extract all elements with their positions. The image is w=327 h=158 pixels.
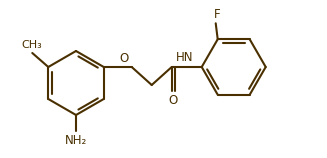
Text: O: O — [169, 94, 178, 107]
Text: NH₂: NH₂ — [65, 134, 87, 147]
Text: HN: HN — [176, 51, 194, 64]
Text: CH₃: CH₃ — [21, 40, 42, 50]
Text: F: F — [214, 8, 220, 21]
Text: O: O — [119, 52, 128, 65]
